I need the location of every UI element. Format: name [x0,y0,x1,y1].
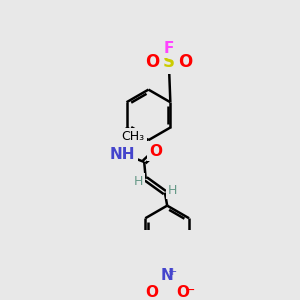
Text: −: − [185,284,195,297]
Text: H: H [134,175,143,188]
Text: O: O [146,285,158,300]
Text: O: O [145,53,159,71]
Text: S: S [163,53,175,71]
Text: +: + [168,267,177,277]
Text: N: N [161,268,173,283]
Text: F: F [164,41,174,56]
Text: H: H [168,184,177,197]
Text: NH: NH [110,147,136,162]
Text: O: O [149,144,162,159]
Text: CH₃: CH₃ [122,130,145,143]
Text: O: O [178,53,193,71]
Text: O: O [176,285,189,300]
